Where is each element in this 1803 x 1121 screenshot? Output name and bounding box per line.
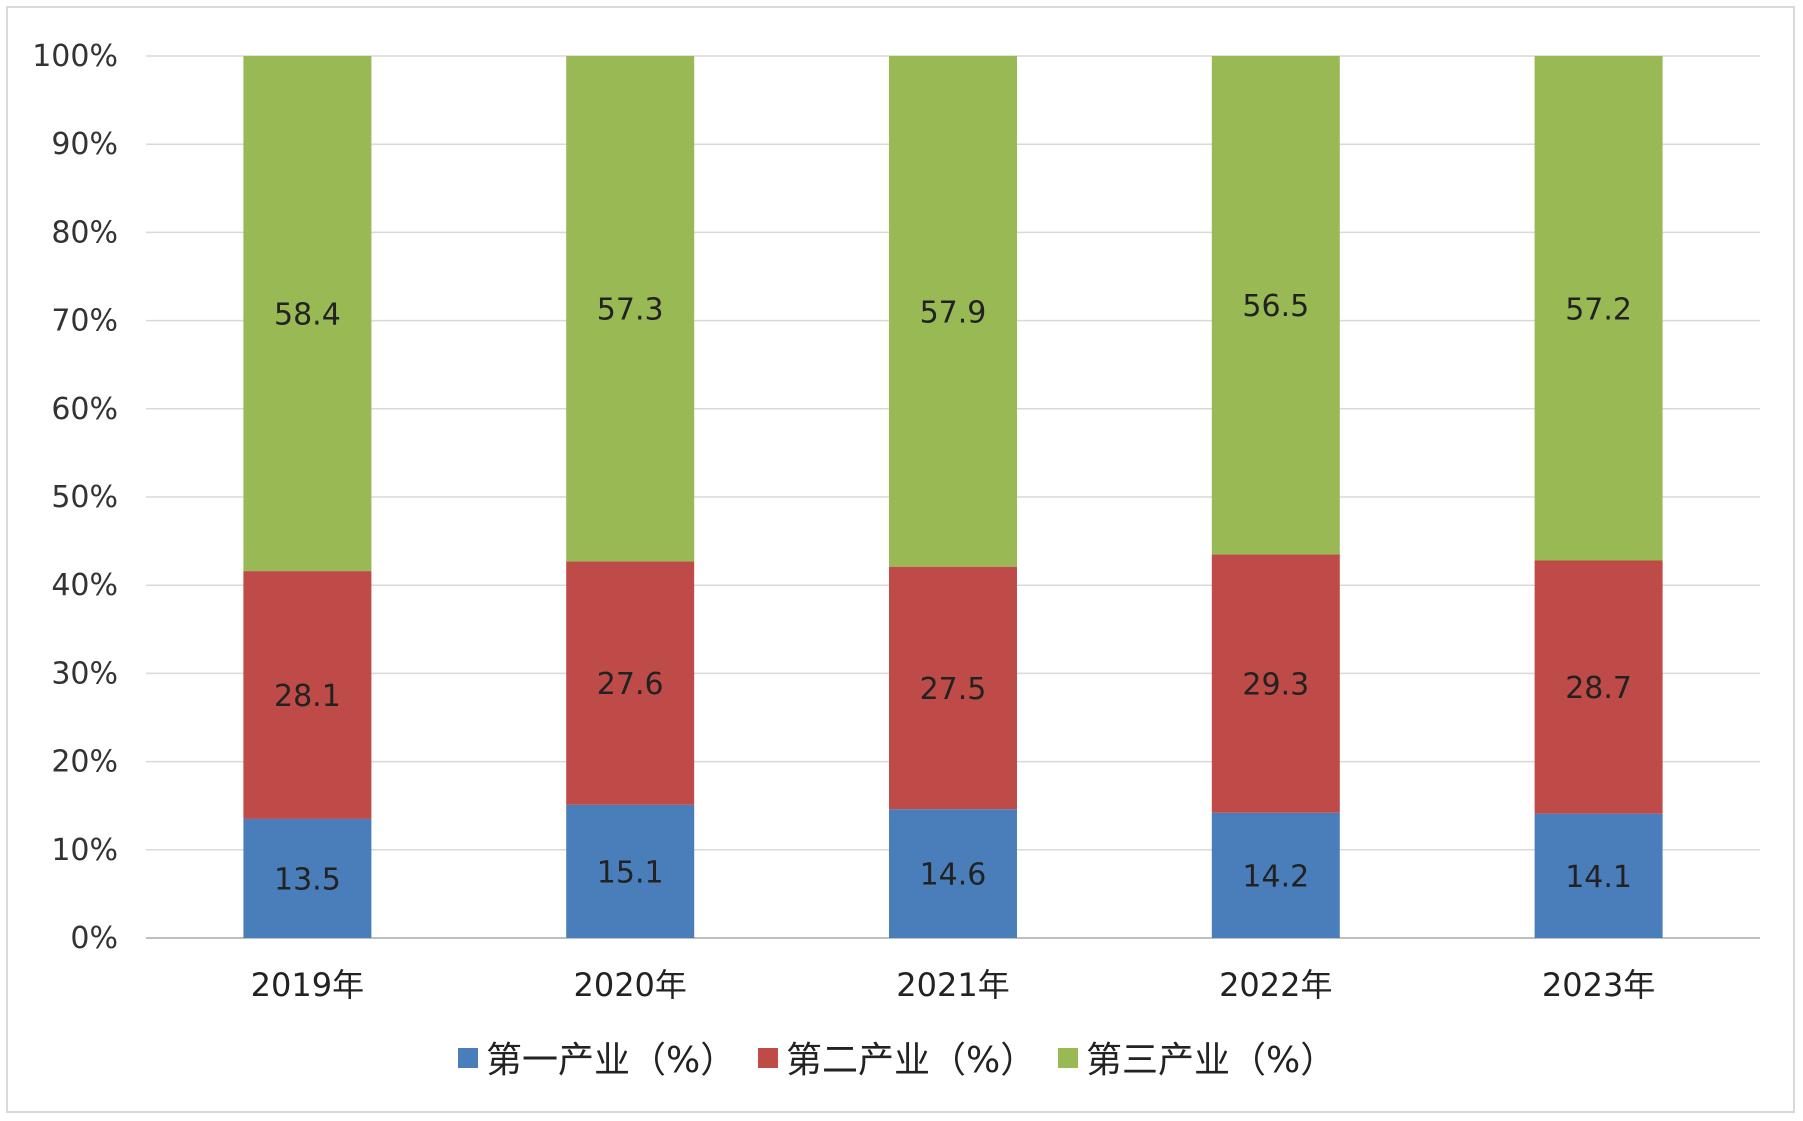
data-label: 27.5 xyxy=(920,672,987,707)
data-label: 57.9 xyxy=(920,295,987,330)
bar-secondary-2023年 xyxy=(1534,560,1663,814)
data-labels: 13.5 28.1 58.4 15.1 27.6 57.3 14.6 27.5 57.9 14.2… xyxy=(274,289,1632,897)
data-label: 28.1 xyxy=(274,679,341,714)
bar-tertiary-2021年 xyxy=(889,56,1017,567)
data-label: 15.1 xyxy=(597,855,664,890)
data-label: 14.1 xyxy=(1565,860,1632,895)
bar-primary-2019年 xyxy=(243,818,372,938)
bar-secondary-2022年 xyxy=(1211,554,1340,813)
data-label: 56.5 xyxy=(1242,289,1309,324)
bar-primary-2022年 xyxy=(1211,812,1340,938)
legend-swatch-primary xyxy=(458,1048,478,1068)
bar-tertiary-2023年 xyxy=(1534,56,1663,561)
y-tick-label: 80% xyxy=(51,215,118,250)
x-axis: 2019年 2020年 2021年 2022年 2023年 xyxy=(251,966,1656,1004)
bar-primary-2020年 xyxy=(566,804,695,938)
x-tick-label: 2023年 xyxy=(1542,966,1655,1004)
data-label: 28.7 xyxy=(1565,671,1632,706)
legend: 第一产业（%） 第二产业（%） 第三产业（%） xyxy=(458,1040,1336,1081)
data-label: 14.6 xyxy=(920,858,987,893)
y-tick-label: 60% xyxy=(51,392,118,427)
x-tick-label: 2022年 xyxy=(1219,966,1332,1004)
y-tick-label: 50% xyxy=(51,480,118,515)
data-label: 57.3 xyxy=(597,293,664,328)
y-axis: 0% 10% 20% 30% 40% 50% 60% 70% 80% 90% 100% xyxy=(32,39,118,956)
data-label: 13.5 xyxy=(274,862,341,897)
legend-swatch-secondary xyxy=(758,1048,778,1068)
bar-secondary-2019年 xyxy=(243,571,372,819)
y-tick-label: 40% xyxy=(51,568,118,603)
y-tick-label: 10% xyxy=(51,833,118,868)
bar-tertiary-2019年 xyxy=(243,56,372,572)
bar-secondary-2020年 xyxy=(566,561,695,805)
data-label: 14.2 xyxy=(1242,859,1309,894)
bar-tertiary-2022年 xyxy=(1211,56,1340,555)
bar-secondary-2021年 xyxy=(889,566,1017,810)
y-tick-label: 90% xyxy=(51,127,118,162)
x-tick-label: 2019年 xyxy=(251,966,364,1004)
bar-tertiary-2020年 xyxy=(566,56,695,562)
y-tick-label: 30% xyxy=(51,656,118,691)
data-label: 27.6 xyxy=(597,667,664,702)
legend-label-tertiary: 第三产业（%） xyxy=(1086,1040,1336,1081)
data-label: 29.3 xyxy=(1242,668,1309,703)
bars xyxy=(243,56,1663,938)
legend-swatch-tertiary xyxy=(1058,1048,1078,1068)
y-tick-label: 20% xyxy=(51,745,118,780)
y-tick-label: 0% xyxy=(70,921,118,956)
data-label: 58.4 xyxy=(274,298,341,333)
y-tick-label: 70% xyxy=(51,304,118,339)
bar-primary-2023年 xyxy=(1534,813,1663,938)
bar-primary-2021年 xyxy=(889,809,1017,938)
x-tick-label: 2021年 xyxy=(896,966,1009,1004)
y-tick-label: 100% xyxy=(32,39,118,74)
x-tick-label: 2020年 xyxy=(573,966,686,1004)
legend-label-primary: 第一产业（%） xyxy=(486,1040,736,1081)
legend-label-secondary: 第二产业（%） xyxy=(786,1040,1036,1081)
data-label: 57.2 xyxy=(1565,292,1632,327)
